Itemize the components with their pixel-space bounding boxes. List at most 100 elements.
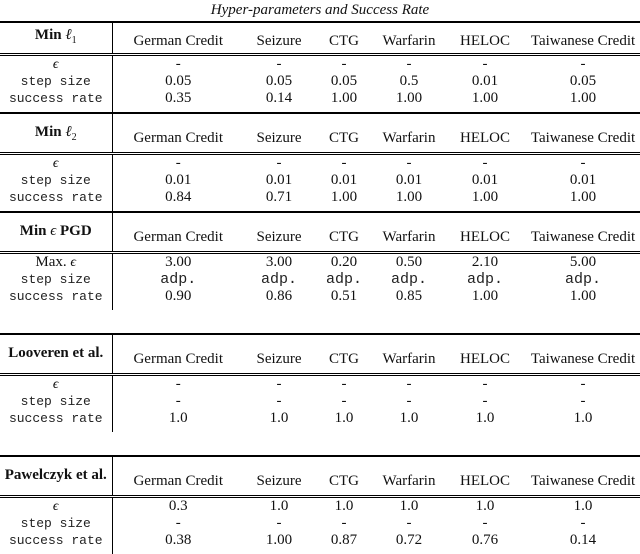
row-label-mono: success rate	[8, 190, 103, 205]
column-header: Seizure	[244, 455, 314, 498]
value-cell: 1.0	[573, 410, 593, 426]
column-header: German Credit	[112, 455, 244, 498]
value-cell: 0.05	[330, 73, 358, 89]
row-label: success rate	[0, 189, 113, 211]
value-cell: -	[580, 376, 586, 392]
epsilon-symbol: ϵ	[52, 377, 59, 392]
row-label-mono: step size	[20, 272, 91, 287]
value-cell: 0.05	[165, 73, 192, 89]
value-cell: 0.01	[330, 172, 358, 188]
value-cell: adp.	[325, 271, 362, 288]
value-cell: 0.01	[471, 172, 499, 188]
table-row-success-rate: success rate 0.90 0.86 0.51 0.85 1.00 1.…	[0, 288, 640, 310]
table-row-success-rate: success rate 0.84 0.71 1.00 1.00 1.00 1.…	[0, 189, 640, 211]
column-header: Warfarin	[374, 21, 444, 56]
value-cell: 1.0	[334, 498, 354, 514]
column-header: Taiwanese Credit	[526, 455, 640, 498]
section-table-looveren: Looveren et al. German Credit Seizure CT…	[0, 333, 640, 432]
value-cell: 3.00	[265, 254, 293, 270]
value-cell: -	[580, 56, 586, 72]
row-label-mono: success rate	[8, 411, 103, 426]
value-cell: 0.01	[165, 172, 192, 188]
column-header: HELOC	[444, 211, 526, 254]
section-name-text: Min	[34, 124, 66, 140]
column-header: German Credit	[112, 211, 244, 254]
value-cell: 0.84	[165, 189, 192, 205]
value-cell: adp.	[160, 271, 197, 288]
column-header: CTG	[314, 211, 374, 254]
value-cell: -	[276, 515, 282, 531]
section-header-row: Min ℓ1 German Credit Seizure CTG Warfari…	[0, 21, 640, 56]
value-cell: -	[580, 515, 586, 531]
value-cell: 0.01	[471, 73, 499, 89]
column-header: Warfarin	[374, 333, 444, 376]
value-cell: -	[482, 155, 488, 171]
row-label-text: Max.	[35, 254, 71, 270]
row-label-mono: step size	[20, 173, 91, 188]
value-cell: 1.00	[395, 189, 423, 205]
epsilon-symbol: ϵ	[52, 57, 59, 72]
value-cell: -	[175, 515, 181, 531]
section-table-min-l1: Min ℓ1 German Credit Seizure CTG Warfari…	[0, 21, 640, 112]
value-cell: 0.35	[165, 90, 192, 106]
row-label: success rate	[0, 410, 113, 432]
table-row-epsilon: ϵ 0.3 1.0 1.0 1.0 1.0 1.0	[0, 496, 640, 515]
value-cell: 1.0	[399, 410, 419, 426]
value-cell: -	[175, 376, 181, 392]
value-cell: 0.72	[395, 532, 423, 548]
section-name-text: Pawelczyk et al.	[4, 467, 107, 483]
value-cell: 0.5	[399, 73, 419, 89]
value-cell: 0.01	[569, 172, 597, 188]
column-header: Taiwanese Credit	[526, 112, 640, 155]
row-label-mono: success rate	[8, 91, 103, 106]
table-row-max-epsilon: Max. ϵ 3.00 3.00 0.20 0.50 2.10 5.00	[0, 252, 640, 271]
row-label: ϵ	[0, 54, 113, 73]
section-name-suffix: PGD	[56, 223, 92, 239]
section-name-min-eps-pgd: Min ϵ PGD	[0, 211, 113, 254]
value-cell: adp.	[466, 271, 503, 288]
column-header: German Credit	[112, 112, 244, 155]
table-row-step-size: step size - - - - - -	[0, 393, 640, 410]
column-header: CTG	[314, 333, 374, 376]
row-label: step size	[0, 271, 113, 288]
row-label-mono: step size	[20, 394, 91, 409]
value-cell: -	[341, 376, 347, 392]
section-header-row: Min ℓ2 German Credit Seizure CTG Warfari…	[0, 112, 640, 155]
value-cell: -	[580, 155, 586, 171]
table-row-success-rate: success rate 0.38 1.00 0.87 0.72 0.76 0.…	[0, 532, 640, 554]
row-label: ϵ	[0, 496, 113, 515]
column-header: Taiwanese Credit	[526, 333, 640, 376]
math-subscript: 1	[71, 35, 77, 46]
value-cell: -	[482, 393, 488, 409]
value-cell: -	[406, 155, 412, 171]
section-name-looveren: Looveren et al.	[0, 333, 113, 376]
section-header-row: Looveren et al. German Credit Seizure CT…	[0, 333, 640, 376]
column-header: Taiwanese Credit	[526, 211, 640, 254]
column-header: CTG	[314, 112, 374, 155]
value-cell: -	[276, 393, 282, 409]
math-subscript: 2	[71, 132, 77, 143]
value-cell: 1.00	[471, 90, 499, 106]
value-cell: 0.3	[168, 498, 188, 514]
row-label: step size	[0, 393, 113, 410]
value-cell: 0.05	[265, 73, 293, 89]
value-cell: -	[406, 515, 412, 531]
value-cell: 3.00	[165, 254, 192, 270]
value-cell: 1.0	[475, 410, 495, 426]
section-table-min-eps-pgd: Min ϵ PGD German Credit Seizure CTG Warf…	[0, 211, 640, 310]
section-name-text: Min	[34, 27, 66, 43]
section-name-text: Min	[19, 223, 51, 239]
value-cell: 0.87	[330, 532, 358, 548]
epsilon-symbol: ϵ	[52, 499, 59, 514]
value-cell: 1.00	[330, 189, 358, 205]
row-label-mono: success rate	[8, 289, 103, 304]
table-row-epsilon: ϵ - - - - - -	[0, 54, 640, 73]
column-header: Seizure	[244, 333, 314, 376]
column-header: CTG	[314, 21, 374, 56]
table-title: Hyper-parameters and Success Rate	[210, 2, 430, 18]
value-cell: 1.00	[330, 90, 358, 106]
column-header: German Credit	[112, 21, 244, 56]
epsilon-symbol: ϵ	[52, 156, 59, 171]
table-row-epsilon: ϵ - - - - - -	[0, 374, 640, 393]
